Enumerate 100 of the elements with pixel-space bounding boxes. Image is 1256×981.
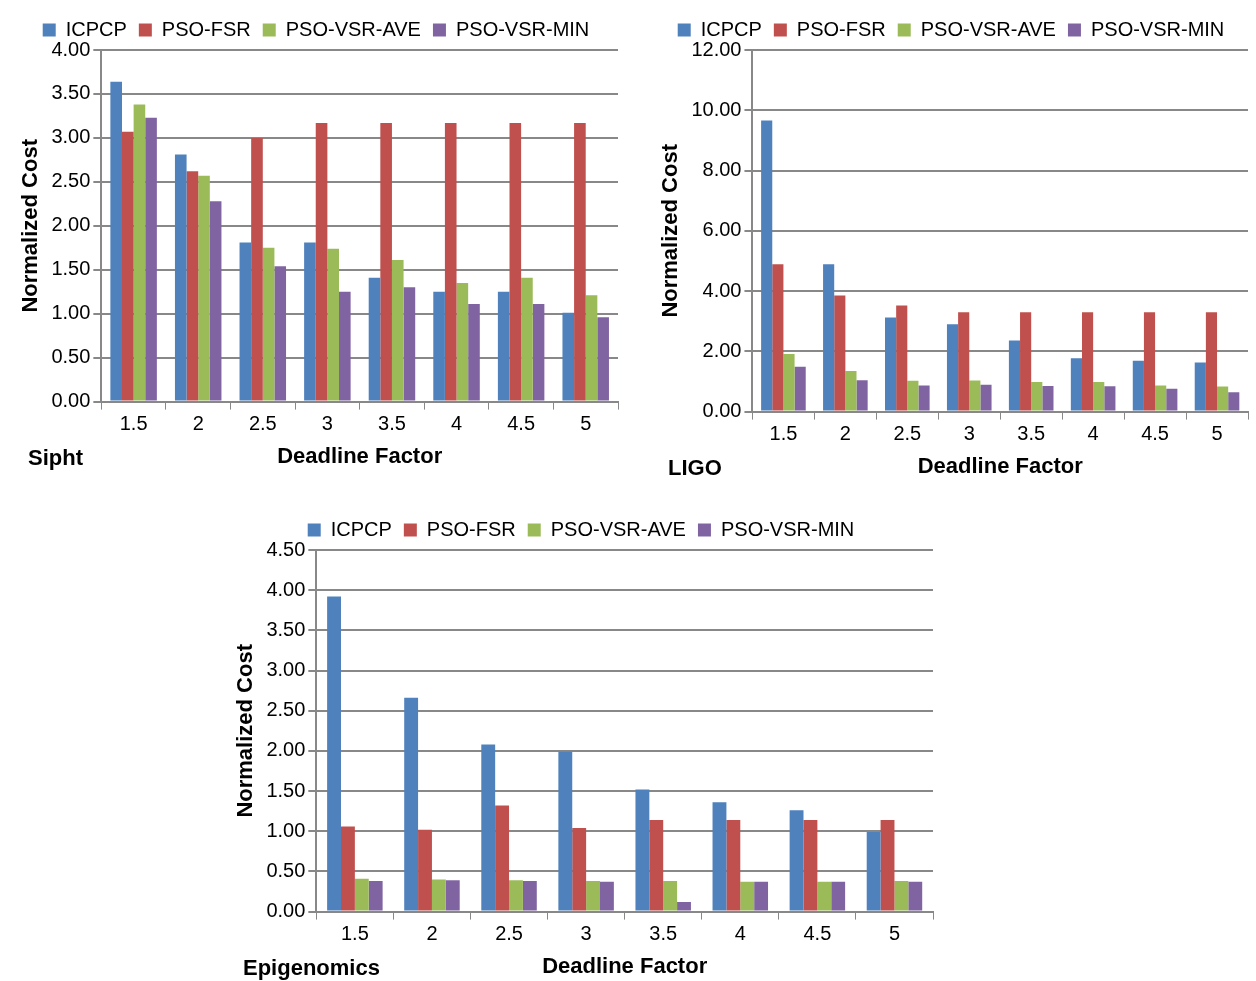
bar [649, 820, 664, 911]
bar [783, 354, 795, 411]
legend-label: PSO-VSR-MIN [720, 517, 855, 540]
x-tick-label: 5 [580, 412, 592, 435]
bar [572, 828, 587, 911]
bar [145, 117, 157, 401]
bar [896, 305, 908, 411]
legend-label: PSO-VSR-AVE [550, 517, 686, 540]
bar [1020, 312, 1032, 411]
text: LIGO [668, 455, 722, 481]
y-axis-title: Normalized Cost [657, 143, 683, 318]
y-tick-label: 8.00 [702, 158, 742, 181]
legend-label: PSO-VSR-AVE [285, 17, 421, 40]
bar [174, 154, 187, 401]
bar [772, 264, 784, 411]
x-tick-label: 2.5 [495, 922, 523, 945]
text: Epigenomics [243, 955, 380, 981]
x-tick-label: 1.5 [119, 412, 148, 435]
bar [908, 881, 923, 911]
y-tick-label: 12.00 [691, 37, 742, 60]
y-axis-title: Normalized Cost [232, 643, 258, 818]
legend-label: ICPCP [700, 17, 762, 40]
bar [1081, 312, 1094, 411]
x-tick-label: 2.5 [248, 412, 277, 435]
x-axis-title: Deadline Factor [542, 952, 708, 978]
bar [315, 122, 328, 401]
bar [431, 879, 446, 911]
x-tick-label: 1.5 [769, 422, 798, 445]
bar [894, 881, 909, 911]
y-tick-label: 0.50 [51, 345, 91, 368]
bar [509, 122, 522, 401]
bar [495, 805, 510, 911]
bar [1042, 385, 1054, 411]
x-tick-label: 2 [192, 412, 204, 435]
bar [1143, 312, 1156, 411]
bar [274, 266, 287, 401]
x-tick-label: 4.5 [1141, 422, 1169, 445]
y-tick-label: 1.00 [266, 818, 306, 841]
y-tick-label: 6.00 [702, 218, 742, 241]
bar [198, 175, 210, 401]
bar [740, 881, 755, 911]
bar [497, 291, 510, 401]
legend-label: ICPCP [330, 517, 392, 540]
bar [677, 901, 691, 911]
bar [340, 826, 355, 911]
bar [481, 744, 496, 911]
bar [521, 277, 533, 401]
bar [368, 881, 383, 911]
bar [133, 104, 146, 401]
x-tick-label: 3.5 [378, 412, 406, 435]
bar [1228, 392, 1240, 411]
bar [209, 201, 222, 401]
bar [1031, 382, 1043, 411]
bar [532, 304, 545, 401]
bar [186, 171, 199, 401]
bar [418, 829, 432, 911]
bar [794, 366, 806, 411]
y-tick-label: 3.50 [51, 81, 91, 104]
bar [403, 287, 416, 401]
y-tick-label: 2.50 [266, 698, 306, 721]
y-tick-label: 4.50 [266, 537, 306, 560]
x-tick-label: 2 [839, 422, 851, 445]
bar [509, 880, 523, 911]
bar [121, 131, 134, 401]
y-tick-label: 4.00 [266, 577, 306, 600]
bar [856, 380, 868, 411]
bar [918, 385, 930, 411]
x-tick-label: 3.5 [1017, 422, 1046, 445]
bar [907, 380, 919, 411]
bar [251, 137, 263, 401]
y-tick-label: 1.50 [266, 778, 306, 801]
y-tick-label: 2.00 [51, 213, 91, 236]
text: Sipht [28, 445, 84, 471]
bar [1093, 382, 1105, 411]
bar [597, 317, 609, 401]
bar [866, 832, 881, 911]
bar [354, 878, 369, 911]
bar [304, 242, 316, 401]
y-tick-label: 0.00 [51, 389, 91, 412]
bar [586, 881, 600, 911]
legend-label: PSO-FSR [426, 517, 516, 540]
bar [368, 277, 381, 401]
bar [110, 81, 122, 401]
bar [1217, 386, 1229, 411]
y-tick-label: 2.50 [51, 169, 91, 192]
bar [600, 881, 614, 911]
x-tick-label: 5 [1211, 422, 1223, 445]
x-tick-label: 4 [734, 922, 746, 945]
bar [239, 242, 252, 401]
y-tick-label: 0.00 [266, 899, 306, 922]
x-tick-label: 2.5 [893, 422, 922, 445]
y-tick-label: 3.50 [266, 617, 306, 640]
bar [1070, 358, 1082, 411]
bar [327, 596, 341, 911]
y-tick-label: 1.00 [51, 301, 91, 324]
x-tick-label: 3 [321, 412, 333, 435]
bar [726, 820, 741, 911]
y-tick-label: 0.00 [702, 399, 742, 422]
bar [391, 260, 404, 401]
bar [754, 881, 769, 911]
